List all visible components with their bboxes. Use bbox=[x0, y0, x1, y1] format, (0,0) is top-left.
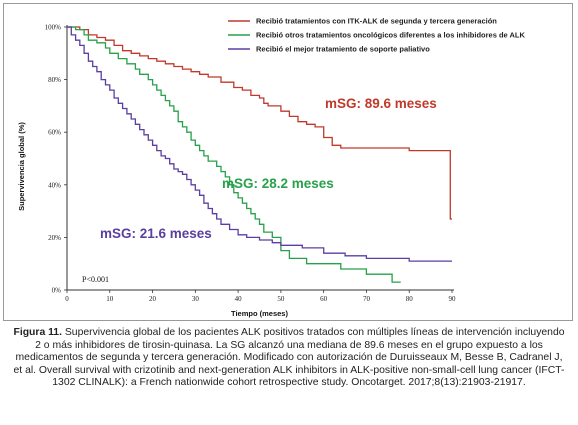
x-tick-label: 0 bbox=[65, 295, 69, 303]
series-line-1 bbox=[67, 26, 452, 220]
x-tick-label: 60 bbox=[320, 295, 328, 303]
caption-text: Supervivencia global de los pacientes AL… bbox=[13, 327, 565, 389]
caption-label: Figura 11. bbox=[13, 327, 62, 338]
legend-label-2: Recibió otros tratamientos oncológicos d… bbox=[256, 31, 526, 40]
series-line-2 bbox=[67, 26, 401, 283]
x-axis-title: Tiempo (meses) bbox=[231, 309, 288, 318]
legend-label-1: Recibió tratamientos con ITK-ALK de segu… bbox=[256, 17, 497, 26]
x-tick-label: 10 bbox=[106, 295, 114, 303]
legend-label-3: Recibió el mejor tratamiento de soporte … bbox=[256, 45, 430, 54]
x-tick-label: 50 bbox=[277, 295, 285, 303]
median-annotation-3: mSG: 21.6 meses bbox=[100, 226, 212, 241]
y-tick-label: 100% bbox=[45, 24, 62, 32]
x-tick-label: 90 bbox=[449, 295, 457, 303]
figure-caption: Figura 11. Supervivencia global de los p… bbox=[10, 327, 568, 390]
y-axis-title: Supervivencia global (%) bbox=[17, 122, 26, 211]
y-tick-label: 20% bbox=[48, 234, 61, 242]
series-line-3 bbox=[67, 26, 452, 262]
y-tick-label: 40% bbox=[48, 181, 61, 189]
chart-frame bbox=[3, 3, 573, 321]
median-annotation-1: mSG: 89.6 meses bbox=[325, 96, 437, 111]
p-value-label: P<0.001 bbox=[82, 275, 109, 284]
x-tick-label: 40 bbox=[235, 295, 243, 303]
y-tick-label: 80% bbox=[48, 76, 61, 84]
y-tick-label: 0% bbox=[52, 287, 62, 295]
x-tick-label: 20 bbox=[149, 295, 157, 303]
y-tick-label: 60% bbox=[48, 129, 61, 137]
x-tick-label: 30 bbox=[192, 295, 200, 303]
x-tick-label: 80 bbox=[406, 295, 414, 303]
survival-chart: 0 10 20 30 40 50 60 70 80 90 0% 20% 40% 60% 80% 100% Tie… bbox=[17, 17, 526, 318]
median-annotation-2: mSG: 28.2 meses bbox=[222, 176, 334, 191]
x-tick-label: 70 bbox=[363, 295, 371, 303]
